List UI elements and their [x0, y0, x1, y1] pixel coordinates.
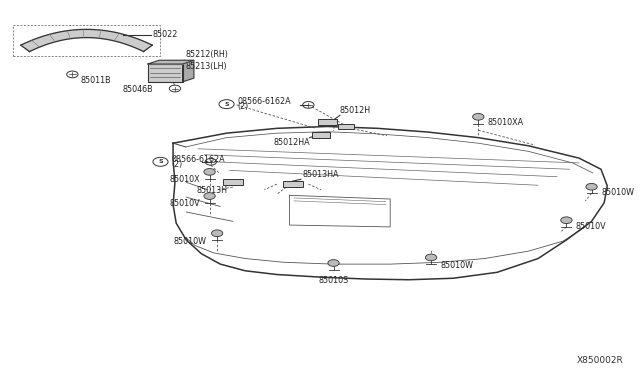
Polygon shape	[148, 60, 194, 64]
Text: 85010W: 85010W	[173, 237, 207, 246]
Circle shape	[211, 230, 223, 237]
Text: S: S	[158, 159, 163, 164]
FancyBboxPatch shape	[338, 124, 355, 129]
FancyBboxPatch shape	[312, 132, 330, 138]
Text: 85011B: 85011B	[81, 76, 111, 85]
Text: 85010W: 85010W	[601, 188, 634, 197]
Text: 85010V: 85010V	[170, 199, 200, 208]
Text: 85012H: 85012H	[340, 106, 371, 115]
Circle shape	[561, 217, 572, 224]
Polygon shape	[182, 60, 194, 82]
Text: 85212(RH): 85212(RH)	[186, 50, 228, 59]
Text: (2): (2)	[171, 160, 182, 169]
Circle shape	[328, 260, 339, 266]
Text: X850002R: X850002R	[576, 356, 623, 365]
Text: 85010XA: 85010XA	[487, 118, 524, 126]
Text: 85012HA: 85012HA	[273, 138, 310, 147]
Circle shape	[426, 254, 436, 261]
Text: 08566-6162A: 08566-6162A	[171, 155, 225, 164]
FancyBboxPatch shape	[223, 179, 243, 185]
Text: 85010V: 85010V	[576, 222, 607, 231]
Text: 85046B: 85046B	[122, 85, 153, 94]
Text: 85010S: 85010S	[319, 276, 349, 285]
Circle shape	[204, 169, 215, 175]
FancyBboxPatch shape	[148, 64, 182, 82]
FancyBboxPatch shape	[283, 182, 303, 187]
Text: 85010X: 85010X	[170, 175, 200, 184]
Text: (2): (2)	[237, 102, 248, 111]
Circle shape	[586, 183, 597, 190]
Polygon shape	[21, 29, 152, 52]
FancyBboxPatch shape	[318, 119, 337, 125]
Text: 85213(LH): 85213(LH)	[186, 62, 227, 71]
Text: 85013HA: 85013HA	[302, 170, 339, 179]
Text: S: S	[224, 102, 229, 107]
Text: 85022: 85022	[153, 30, 179, 39]
Text: 85010W: 85010W	[440, 262, 474, 270]
Circle shape	[472, 113, 484, 120]
Text: 08566-6162A: 08566-6162A	[237, 97, 291, 106]
Text: 85013H: 85013H	[197, 186, 228, 195]
Circle shape	[204, 193, 215, 199]
